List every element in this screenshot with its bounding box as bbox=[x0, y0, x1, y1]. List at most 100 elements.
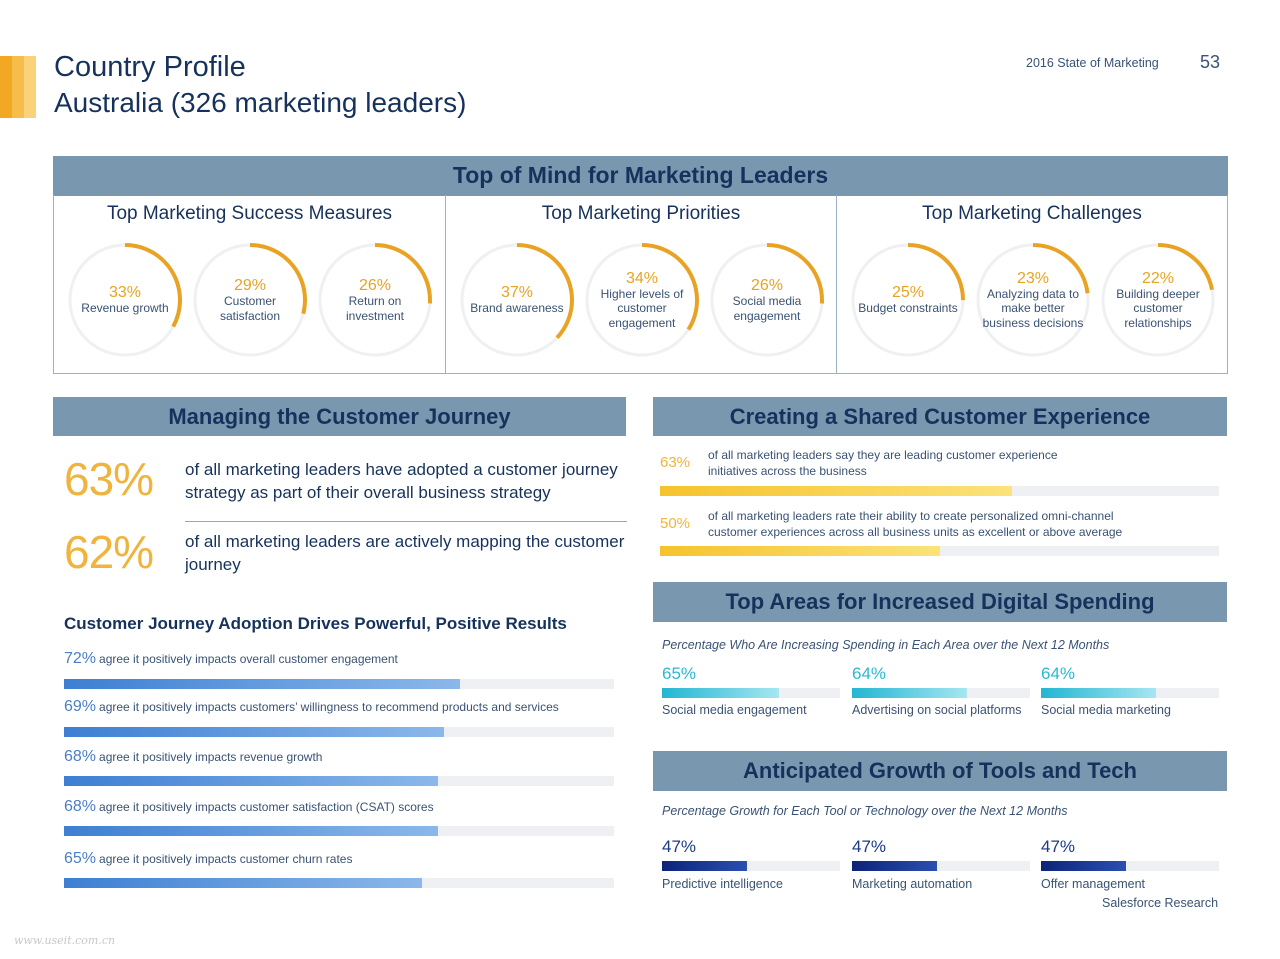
ring-text: 22% Building deeper customer relationship… bbox=[1107, 241, 1209, 359]
ring-gauge: 34% Higher levels of customer engagement bbox=[583, 241, 701, 359]
tom-column: Top Marketing Priorities 37% Brand awarene… bbox=[445, 195, 836, 373]
result-percent: 72% bbox=[64, 650, 97, 667]
result-label: 68% agree it positively impacts customer … bbox=[64, 798, 434, 816]
journey-mapping-percent: 62% bbox=[64, 526, 154, 578]
ring-text: 26% Social media engagement bbox=[716, 241, 818, 359]
accent-stripe bbox=[24, 56, 36, 118]
experience-percent: 63% bbox=[660, 454, 691, 471]
result-percent: 65% bbox=[64, 850, 97, 867]
result-percent: 69% bbox=[64, 698, 97, 715]
tool-growth-bar-track bbox=[852, 861, 1030, 871]
result-label: 65% agree it positively impacts customer … bbox=[64, 850, 352, 868]
result-label: 69% agree it positively impacts customers… bbox=[64, 698, 559, 716]
ring-percent: 22% bbox=[1141, 269, 1175, 287]
ring-gauge: 22% Building deeper customer relationship… bbox=[1099, 241, 1217, 359]
digital-spend-label: Social media marketing bbox=[1041, 703, 1171, 717]
ring-label: Analyzing data to make better business d… bbox=[982, 286, 1084, 330]
watermark: www.useit.com.cn bbox=[14, 934, 116, 947]
ring-progress-arc bbox=[193, 243, 307, 357]
result-text: agree it positively impacts overall cust… bbox=[99, 652, 398, 666]
experience-percent: 50% bbox=[660, 515, 691, 532]
ring-percent: 34% bbox=[625, 269, 659, 287]
result-label: 68% agree it positively impacts revenue g… bbox=[64, 748, 322, 766]
ring-label: Revenue growth bbox=[81, 301, 169, 316]
page-number: 53 bbox=[1200, 52, 1221, 72]
ring-text: 26% Return on investment bbox=[324, 241, 426, 359]
digital-spend-label: Advertising on social platforms bbox=[852, 703, 1022, 717]
result-percent: 68% bbox=[64, 798, 97, 815]
tool-growth-bar-fill bbox=[1041, 861, 1126, 871]
experience-text: of all marketing leaders say they are le… bbox=[708, 448, 1058, 479]
tom-column-title: Top Marketing Success Measures bbox=[106, 203, 393, 224]
ring-progress-arc bbox=[976, 243, 1090, 357]
ring-svg bbox=[193, 243, 307, 357]
ring-label: Higher levels of customer engagement bbox=[600, 286, 684, 330]
result-bar-track bbox=[64, 727, 614, 737]
ring-label: Social media engagement bbox=[732, 294, 802, 323]
journey-mapping-text: of all marketing leaders are actively ma… bbox=[185, 532, 625, 574]
page-title: Country Profile bbox=[54, 51, 246, 83]
ring-text: 25% Budget constraints bbox=[857, 241, 959, 359]
ring-text: 23% Analyzing data to make better busines… bbox=[982, 241, 1084, 359]
ring-percent: 26% bbox=[750, 277, 784, 294]
result-text: agree it positively impacts revenue grow… bbox=[99, 750, 323, 764]
ring-svg bbox=[68, 243, 182, 357]
accent-stripe bbox=[12, 56, 24, 118]
ring-label: Return on investment bbox=[345, 294, 405, 323]
result-bar-fill bbox=[64, 878, 422, 888]
ring-progress-arc bbox=[710, 243, 824, 357]
result-text: agree it positively impacts customer sat… bbox=[99, 800, 434, 814]
ring-percent: 26% bbox=[358, 277, 392, 294]
tom-column-title: Top Marketing Challenges bbox=[922, 203, 1142, 224]
digital-spend-bar-track bbox=[852, 688, 1030, 698]
ring-text: 37% Brand awareness bbox=[466, 241, 568, 359]
experience-text-line: of all marketing leaders say they are le… bbox=[708, 448, 1058, 462]
ring-gauge: 33% Revenue growth bbox=[66, 241, 184, 359]
ring-svg bbox=[318, 243, 432, 357]
ring-text: 33% Revenue growth bbox=[74, 241, 176, 359]
tom-column-title: Top Marketing Priorities bbox=[541, 203, 741, 224]
ring-progress-arc bbox=[460, 243, 574, 357]
divider bbox=[185, 521, 627, 522]
tool-growth-bar-fill bbox=[852, 861, 937, 871]
tool-growth-percent: 47% bbox=[1041, 837, 1076, 856]
journey-strategy-text: of all marketing leaders have adopted a … bbox=[185, 460, 618, 502]
experience-text-line: initiatives across the business bbox=[708, 463, 867, 478]
ring-svg bbox=[1101, 243, 1215, 357]
ring-svg bbox=[460, 243, 574, 357]
result-bar-track bbox=[64, 878, 614, 888]
ring-gauge: 26% Social media engagement bbox=[708, 241, 826, 359]
result-bar-track bbox=[64, 679, 614, 689]
experience-text-line: of all marketing leaders rate their abil… bbox=[708, 509, 1114, 523]
report-name: 2016 State of Marketing bbox=[1026, 56, 1159, 70]
digital-spend-bar-track bbox=[662, 688, 840, 698]
result-text: agree it positively impacts customers’ w… bbox=[99, 700, 559, 714]
result-label: 72% agree it positively impacts overall c… bbox=[64, 650, 398, 668]
ring-gauge: 26% Return on investment bbox=[316, 241, 434, 359]
digital-spend-bar-track bbox=[1041, 688, 1219, 698]
shared-experience-banner: Creating a Shared Customer Experience bbox=[653, 397, 1227, 436]
results-heading: Customer Journey Adoption Drives Powerfu… bbox=[64, 614, 567, 633]
experience-text: of all marketing leaders rate their abil… bbox=[708, 509, 1122, 540]
ring-label: Budget constraints bbox=[858, 301, 958, 316]
tool-growth-percent: 47% bbox=[662, 837, 697, 856]
ring-progress-arc bbox=[851, 243, 965, 357]
tools-tech-subtitle: Percentage Growth for Each Tool or Techn… bbox=[662, 804, 1068, 818]
digital-spend-percent: 64% bbox=[852, 664, 887, 683]
ring-progress-arc bbox=[1101, 243, 1215, 357]
experience-bar-fill bbox=[660, 486, 1013, 496]
header-accent-bar bbox=[0, 56, 36, 118]
ring-percent: 23% bbox=[1016, 269, 1050, 287]
ring-svg bbox=[710, 243, 824, 357]
experience-bar-track bbox=[660, 546, 1219, 556]
tool-growth-percent: 47% bbox=[852, 837, 887, 856]
ring-gauge: 37% Brand awareness bbox=[458, 241, 576, 359]
ring-svg bbox=[976, 243, 1090, 357]
result-bar-fill bbox=[64, 679, 460, 689]
digital-spend-percent: 65% bbox=[662, 664, 697, 683]
experience-bar-track bbox=[660, 486, 1219, 496]
digital-spend-percent: 64% bbox=[1041, 664, 1076, 683]
accent-stripe bbox=[0, 56, 12, 118]
journey-strategy-percent: 63% bbox=[64, 453, 154, 505]
result-bar-fill bbox=[64, 776, 438, 786]
